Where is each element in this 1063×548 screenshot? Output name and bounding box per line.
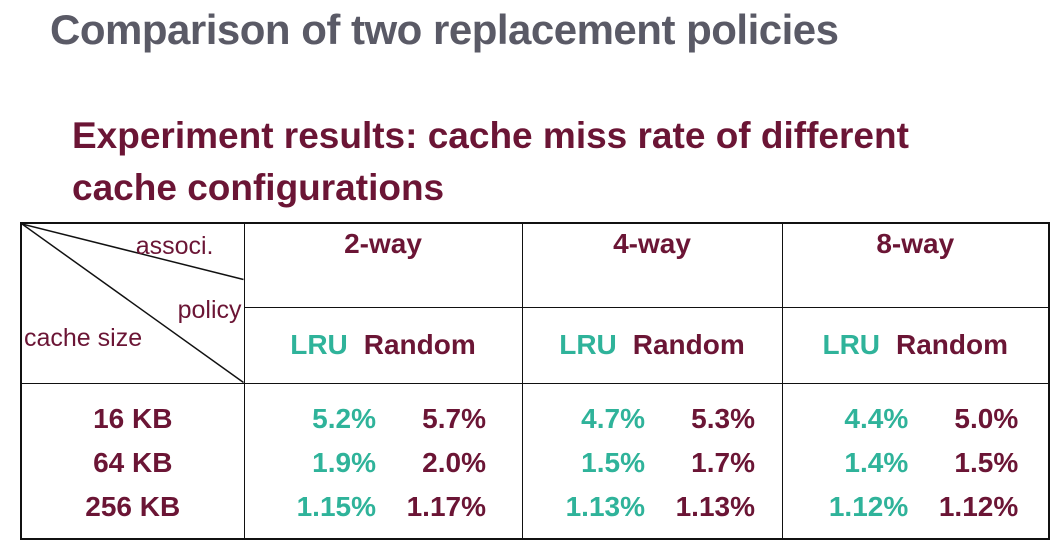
cache-size-256kb: 256 KB bbox=[85, 490, 181, 522]
miss-rates-8way: 4.4% 5.0% 1.4% 1.5% 1.12% 1.12% bbox=[781, 382, 1050, 540]
miss-rate-2way-random-256kb: 1.17% bbox=[406, 490, 486, 522]
miss-rate-8way-random-64kb: 1.5% bbox=[954, 446, 1019, 478]
miss-rate-2way-random-64kb: 2.0% bbox=[422, 446, 486, 478]
cache-size-column: 16 KB 64 KB 256 KB bbox=[20, 382, 245, 540]
miss-rate-4way-random-16kb: 5.3% bbox=[691, 402, 755, 434]
assoc-header-2way: 2-way bbox=[243, 222, 523, 308]
corner-size-label: cache size bbox=[24, 324, 143, 352]
policy-lru-label: LRU bbox=[822, 329, 881, 360]
miss-rates-4way: 4.7% 5.3% 1.5% 1.7% 1.13% 1.13% bbox=[521, 382, 783, 540]
miss-rate-2way-lru-256kb: 1.15% bbox=[296, 490, 376, 522]
miss-rate-4way-lru-256kb: 1.13% bbox=[565, 490, 645, 522]
policy-header-4way: LRU Random bbox=[521, 306, 783, 384]
miss-rate-2way-lru-64kb: 1.9% bbox=[312, 446, 376, 478]
corner-diagonals bbox=[22, 224, 244, 383]
miss-rate-8way-lru-256kb: 1.12% bbox=[828, 490, 909, 522]
miss-rate-4way-random-256kb: 1.13% bbox=[675, 490, 755, 522]
policy-lru-label: LRU bbox=[290, 329, 348, 360]
miss-rate-2way-lru-16kb: 5.2% bbox=[312, 402, 376, 434]
slide-title: Comparison of two replacement policies bbox=[50, 6, 839, 53]
table-corner-header: associ. policy cache size bbox=[20, 222, 245, 384]
cache-size-16kb: 16 KB bbox=[93, 402, 173, 434]
policy-random-label: Random bbox=[632, 329, 745, 360]
miss-rate-8way-random-256kb: 1.12% bbox=[938, 490, 1019, 522]
miss-rate-4way-random-64kb: 1.7% bbox=[691, 446, 755, 478]
miss-rate-8way-random-16kb: 5.0% bbox=[954, 402, 1019, 434]
miss-rate-8way-lru-16kb: 4.4% bbox=[844, 402, 909, 434]
policy-lru-label: LRU bbox=[559, 329, 617, 360]
miss-rate-8way-lru-64kb: 1.4% bbox=[844, 446, 909, 478]
miss-rates-2way: 5.2% 5.7% 1.9% 2.0% 1.15% 1.17% bbox=[243, 382, 523, 540]
policy-random-label: Random bbox=[896, 329, 1009, 360]
policy-random-label: Random bbox=[363, 329, 476, 360]
assoc-header-4way: 4-way bbox=[521, 222, 783, 308]
assoc-header-8way: 8-way bbox=[781, 222, 1050, 308]
results-table: associ. policy cache size 2-way 4-way 8-… bbox=[20, 222, 1050, 540]
policy-header-8way: LRU Random bbox=[781, 306, 1050, 384]
corner-policy-label: policy bbox=[177, 296, 242, 324]
corner-assoc-label: associ. bbox=[135, 232, 214, 260]
miss-rate-4way-lru-16kb: 4.7% bbox=[581, 402, 645, 434]
policy-header-2way: LRU Random bbox=[243, 306, 523, 384]
cache-size-64kb: 64 KB bbox=[93, 446, 173, 478]
miss-rate-2way-random-16kb: 5.7% bbox=[422, 402, 486, 434]
slide-subtitle: Experiment results: cache miss rate of d… bbox=[72, 115, 909, 208]
miss-rate-4way-lru-64kb: 1.5% bbox=[581, 446, 645, 478]
